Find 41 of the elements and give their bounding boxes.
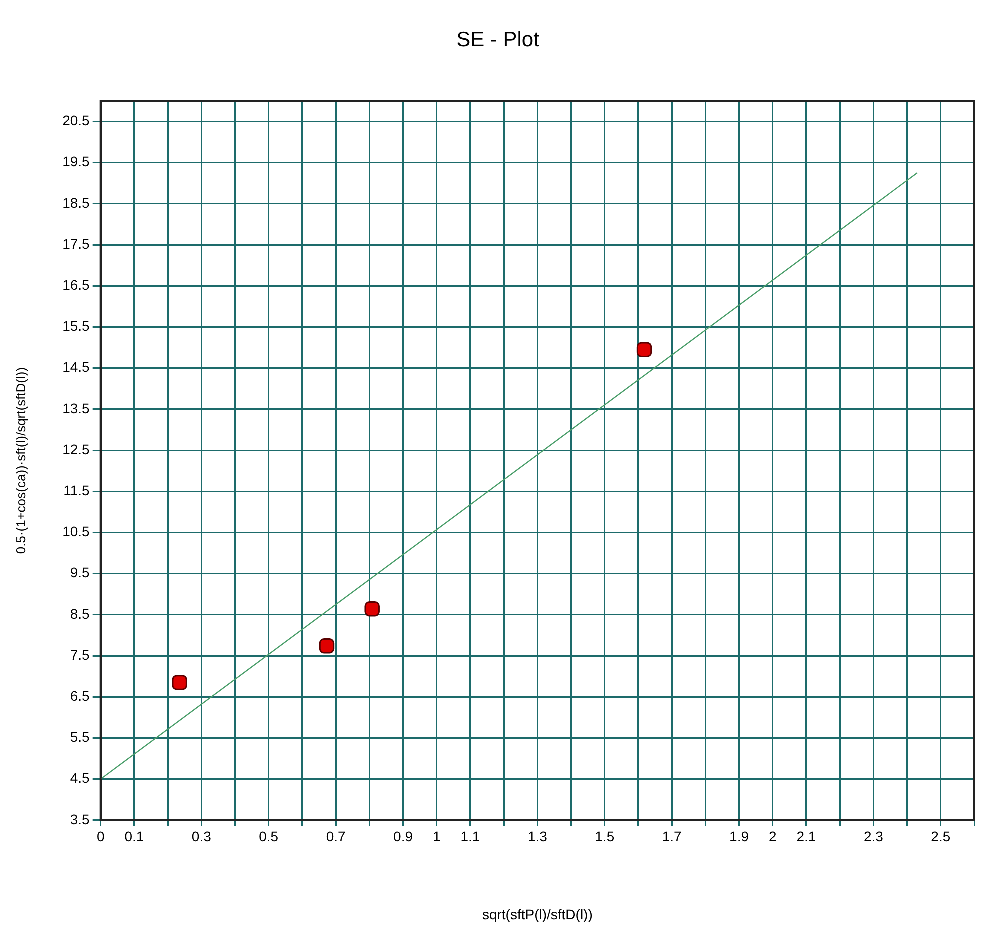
y-tick-label: 4.5 bbox=[70, 770, 90, 786]
x-tick-label: 1.3 bbox=[528, 828, 548, 845]
y-tick-label: 19.5 bbox=[62, 154, 90, 170]
x-tick-label: 1.5 bbox=[595, 828, 615, 845]
x-tick-label: 2.5 bbox=[931, 828, 951, 845]
y-tick-label: 7.5 bbox=[70, 646, 90, 663]
y-axis-title: 0.5·(1+cos(ca))·sft(l)/sqrt(sftD(l)) bbox=[13, 367, 28, 554]
y-tick-label: 18.5 bbox=[62, 194, 90, 211]
point bbox=[364, 602, 380, 617]
y-tick-label: 3.5 bbox=[70, 811, 90, 828]
x-tick-label: 2.1 bbox=[796, 828, 816, 845]
y-tick-label: 5.5 bbox=[70, 729, 90, 746]
x-tick-label: 0.7 bbox=[326, 828, 346, 845]
y-tick-label: 15.5 bbox=[62, 318, 90, 334]
x-tick-label: 0.5 bbox=[259, 828, 279, 845]
y-tick-label: 9.5 bbox=[70, 564, 90, 581]
x-tick-label: 2.3 bbox=[864, 828, 884, 845]
y-tick-label: 16.5 bbox=[62, 276, 90, 293]
x-tick-label: 0.9 bbox=[394, 828, 414, 845]
y-tick-label: 17.5 bbox=[62, 236, 90, 252]
x-tick-label: 2 bbox=[768, 828, 777, 845]
x-tick-label: 1.1 bbox=[460, 828, 480, 845]
y-tick-label: 11.5 bbox=[64, 482, 90, 498]
y-tick-label: 12.5 bbox=[62, 441, 90, 458]
y-tick-label: 14.5 bbox=[62, 359, 90, 376]
x-axis-title: sqrt(sftP(l)/sftD(l)) bbox=[482, 906, 593, 922]
point bbox=[319, 638, 335, 654]
x-tick-label: 0.3 bbox=[192, 828, 212, 845]
y-tick-label: 20.5 bbox=[62, 112, 90, 129]
y-tick-label: 13.5 bbox=[62, 400, 90, 416]
x-tick-label: 0 bbox=[96, 828, 105, 845]
y-tick-label: 10.5 bbox=[62, 524, 90, 540]
y-tick-label: 8.5 bbox=[70, 606, 90, 622]
x-tick-label: 0.1 bbox=[124, 828, 144, 845]
chart-title: SE - Plot bbox=[456, 28, 540, 52]
x-tick-label: 1.9 bbox=[730, 828, 750, 845]
x-tick-label: 1.7 bbox=[662, 828, 682, 845]
point bbox=[172, 675, 188, 690]
y-tick-label: 6.5 bbox=[70, 688, 90, 704]
point bbox=[636, 342, 652, 358]
x-tick-label: 1 bbox=[432, 828, 441, 845]
